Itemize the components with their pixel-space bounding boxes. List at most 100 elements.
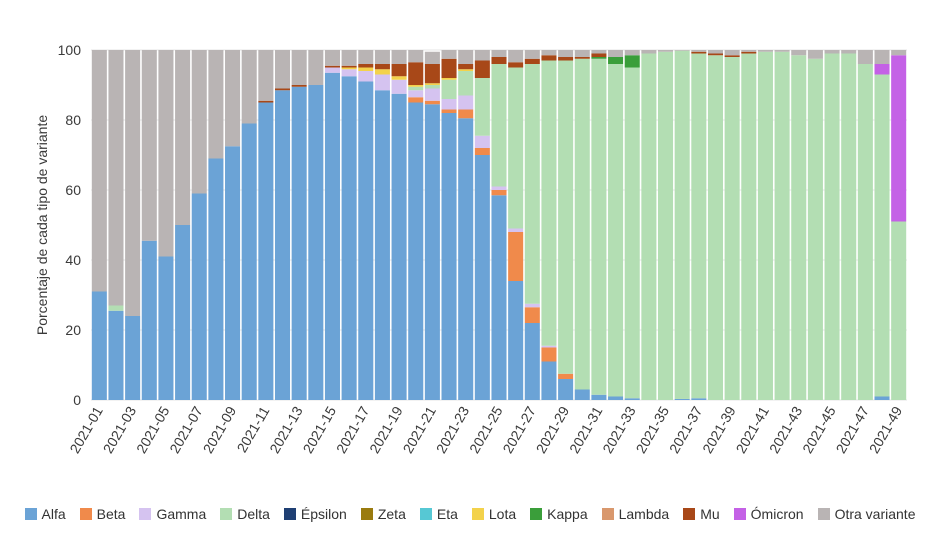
bar-segment-otra-variante: [424, 51, 440, 64]
bar-segment-delta: [608, 64, 624, 397]
legend-item[interactable]: Ómicron: [733, 506, 804, 522]
bar-segment-lota: [374, 69, 390, 75]
bars-layer: [91, 50, 907, 400]
bar-segment-mu: [291, 85, 307, 87]
legend-item[interactable]: Zeta: [360, 506, 406, 522]
bar-segment-mu: [341, 65, 357, 68]
bar-segment-otra-variante: [624, 50, 640, 56]
bar-segment-otra-variante: [824, 50, 840, 54]
bar-segment-alfa: [324, 72, 340, 400]
bar-segment-delta: [691, 53, 707, 399]
bar-segment-mu: [274, 88, 291, 91]
bar-segment-ómicron: [891, 55, 907, 222]
bar-segment-alfa: [874, 396, 890, 400]
bar-segment-otra-variante: [691, 50, 707, 52]
bar-segment-mu: [574, 57, 590, 59]
bar-segment-otra-variante: [674, 50, 690, 51]
bar-segment-otra-variante: [408, 50, 424, 63]
bar-segment-alfa: [691, 398, 707, 400]
legend-swatch: [283, 508, 296, 520]
bar-segment-delta: [658, 51, 674, 400]
legend-item[interactable]: Mu: [683, 506, 720, 522]
legend-item[interactable]: Alfa: [24, 506, 66, 522]
bar-segment-otra-variante: [724, 50, 740, 56]
x-tick-label: 2021-49: [866, 403, 906, 456]
bar-segment-otra-variante: [391, 50, 407, 64]
bar-segment-alfa: [574, 389, 590, 400]
bar-segment-ómicron: [874, 64, 890, 75]
legend-item[interactable]: Beta: [79, 506, 126, 522]
legend-item[interactable]: Lota: [471, 506, 516, 522]
bar-segment-delta: [424, 85, 440, 89]
legend-item[interactable]: Delta: [220, 506, 270, 522]
legend-label: Beta: [96, 506, 126, 522]
bar-segment-otra-variante: [308, 50, 324, 85]
bar-segment-mu: [391, 64, 407, 77]
bar-segment-alfa: [508, 281, 524, 400]
bar-segment-gamma: [341, 69, 357, 77]
legend-item[interactable]: Otra variante: [817, 506, 916, 522]
bar-segment-otra-variante: [125, 50, 141, 316]
bar-segment-delta: [458, 71, 474, 96]
bar-segment-delta: [707, 55, 724, 400]
bar-segment-delta: [857, 64, 873, 400]
bar-segment-alfa: [241, 123, 257, 400]
legend-item[interactable]: Kappa: [530, 506, 588, 522]
bar-segment-gamma: [541, 345, 557, 348]
bar-segment-alfa: [158, 256, 174, 400]
bar-segment-mu: [508, 62, 524, 68]
bar-segment-alfa: [274, 90, 291, 400]
bar-segment-kappa: [591, 57, 607, 59]
bar-segment-alfa: [141, 240, 157, 400]
bar-segment-beta: [541, 347, 557, 362]
bar-segment-otra-variante: [541, 50, 557, 56]
legend-item[interactable]: Gamma: [139, 506, 206, 522]
y-tick-label: 100: [58, 42, 82, 58]
bar-segment-alfa: [108, 310, 124, 400]
bar-segment-gamma: [491, 186, 507, 190]
bar-segment-otra-variante: [857, 50, 873, 64]
bar-segment-alfa: [524, 323, 540, 400]
bar-segment-otra-variante: [658, 50, 674, 52]
bar-segment-alfa: [374, 90, 390, 400]
bar-segment-lota: [358, 67, 374, 71]
bar-segment-alfa: [291, 86, 307, 400]
bar-segment-beta: [458, 109, 474, 119]
bar-segment-kappa: [624, 55, 640, 68]
bar-segment-otra-variante: [608, 50, 624, 57]
bar-segment-delta: [791, 55, 807, 400]
bar-segment-otra-variante: [474, 50, 490, 61]
legend-label: Lambda: [618, 506, 670, 522]
bar-segment-beta: [508, 232, 524, 281]
bar-segment-delta: [641, 53, 657, 400]
bar-segment-otra-variante: [341, 50, 357, 66]
bar-segment-mu: [541, 55, 557, 61]
bar-segment-alfa: [191, 193, 207, 400]
bar-segment-otra-variante: [158, 50, 174, 257]
bar-segment-mu: [707, 53, 724, 56]
chart-legend: Alfa Beta Gamma Delta Épsilon Zeta Eta Lota Kapp…: [0, 506, 940, 522]
bar-segment-otra-variante: [91, 50, 107, 292]
y-axis-ticks: 0 20 40 60 80 100: [58, 42, 82, 408]
legend-item[interactable]: Épsilon: [283, 506, 347, 522]
bar-segment-mu: [591, 53, 607, 57]
bar-segment-delta: [408, 86, 424, 91]
bar-segment-delta: [474, 78, 490, 136]
legend-item[interactable]: Eta: [419, 506, 458, 522]
bar-segment-gamma: [408, 90, 424, 98]
bar-segment-alfa: [391, 93, 407, 400]
bar-segment-mu: [558, 57, 574, 61]
bar-segment-mu: [258, 100, 274, 103]
legend-swatch: [683, 508, 696, 520]
legend-label: Zeta: [377, 506, 406, 522]
legend-swatch: [601, 508, 614, 520]
bar-segment-otra-variante: [225, 50, 241, 147]
bar-segment-mu: [474, 60, 490, 78]
bar-segment-otra-variante: [757, 50, 773, 52]
bar-segment-alfa: [308, 85, 324, 400]
legend-item[interactable]: Lambda: [601, 506, 670, 522]
bar-segment-delta: [674, 50, 690, 399]
bar-segment-beta: [491, 190, 507, 196]
bar-segment-mu: [441, 58, 457, 78]
legend-swatch: [530, 508, 543, 520]
